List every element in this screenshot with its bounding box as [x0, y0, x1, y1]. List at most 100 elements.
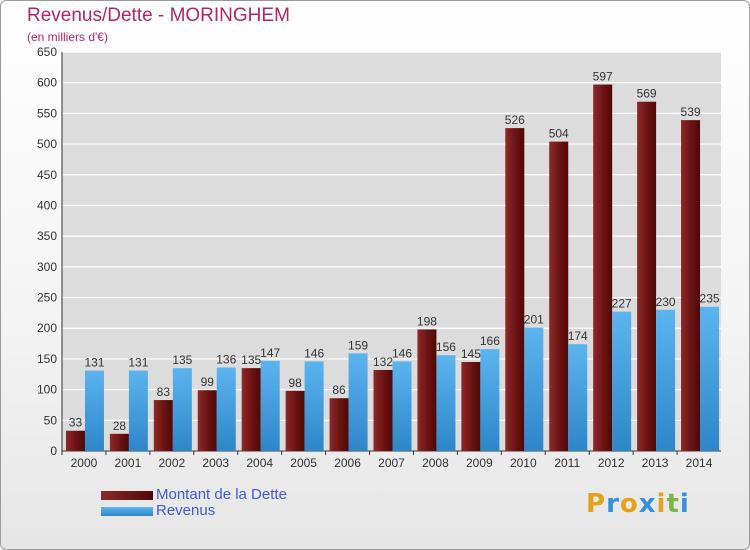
bar-debt	[373, 369, 393, 451]
brand-logo-letter: o	[619, 489, 639, 519]
data-label-revenue: 131	[128, 356, 148, 370]
legend-label-debt: Montant de la Dette	[156, 486, 287, 503]
y-tick-label: 350	[37, 229, 57, 243]
x-tick-label: 2009	[466, 456, 493, 470]
y-tick-label: 0	[50, 444, 57, 458]
brand-logo: Proxiti	[586, 489, 690, 519]
data-label-revenue: 156	[436, 340, 456, 354]
y-tick-label: 100	[37, 383, 57, 397]
x-tick-label: 2005	[290, 456, 317, 470]
y-tick-label: 400	[37, 198, 57, 212]
bar-revenue	[524, 327, 544, 451]
data-label-revenue: 235	[700, 292, 720, 306]
bar-debt	[329, 398, 349, 451]
data-label-debt: 145	[461, 347, 481, 361]
bar-revenue	[436, 355, 456, 451]
bar-debt	[153, 400, 173, 451]
x-tick-label: 2014	[686, 456, 713, 470]
bar-revenue	[612, 311, 632, 451]
data-label-revenue: 166	[480, 334, 500, 348]
x-tick-label: 2013	[642, 456, 669, 470]
data-label-revenue: 147	[260, 346, 280, 360]
data-label-revenue: 159	[348, 338, 368, 352]
bar-debt	[681, 120, 701, 451]
data-label-debt: 526	[505, 113, 525, 127]
data-label-revenue: 136	[216, 353, 236, 367]
chart-title: Revenus/Dette - MORINGHEM	[27, 5, 290, 26]
bar-revenue	[260, 360, 280, 451]
data-label-revenue: 146	[392, 346, 412, 360]
y-tick-label: 200	[37, 321, 57, 335]
bar-debt	[241, 368, 261, 451]
bar-revenue	[568, 344, 588, 451]
data-label-debt: 33	[69, 416, 83, 430]
bar-debt	[109, 433, 129, 451]
x-tick-label: 2011	[554, 456, 580, 470]
data-label-debt: 504	[549, 127, 569, 141]
y-tick-label: 300	[37, 260, 57, 274]
data-label-revenue: 227	[612, 297, 632, 311]
data-label-debt: 135	[241, 353, 261, 367]
x-tick-label: 2006	[334, 456, 361, 470]
data-label-revenue: 146	[304, 346, 324, 360]
bar-debt	[593, 84, 613, 451]
data-label-revenue: 230	[656, 295, 676, 309]
legend-swatch-revenue	[101, 507, 153, 516]
brand-logo-letter: t	[666, 489, 680, 519]
data-label-debt: 198	[417, 314, 437, 328]
data-label-debt: 86	[332, 383, 346, 397]
x-tick-label: 2002	[158, 456, 185, 470]
y-tick-label: 550	[37, 106, 57, 120]
y-tick-label: 500	[37, 137, 57, 151]
x-tick-label: 2001	[115, 456, 142, 470]
data-label-debt: 132	[373, 355, 393, 369]
data-label-debt: 83	[157, 385, 171, 399]
brand-logo-letter: x	[638, 489, 657, 519]
x-tick-label: 2000	[71, 456, 98, 470]
bar-debt	[197, 390, 217, 451]
data-label-revenue: 131	[84, 356, 104, 370]
brand-logo-letter: i	[656, 489, 667, 519]
x-tick-label: 2003	[202, 456, 229, 470]
bar-revenue	[348, 353, 368, 451]
bar-debt	[505, 128, 525, 451]
bar-debt	[285, 390, 305, 451]
y-tick-label: 250	[37, 291, 57, 305]
data-label-debt: 28	[113, 419, 127, 433]
x-tick-label: 2012	[598, 456, 625, 470]
chart-subtitle: (en milliers d'€)	[27, 30, 108, 44]
bar-revenue	[392, 361, 412, 451]
bar-revenue	[656, 309, 676, 451]
brand-logo-letter: i	[679, 489, 690, 519]
legend-swatch-debt	[101, 491, 153, 500]
bar-revenue	[172, 368, 192, 451]
data-label-debt: 597	[593, 70, 613, 84]
bar-revenue	[304, 361, 324, 451]
data-label-revenue: 201	[524, 313, 544, 327]
bar-revenue	[128, 370, 148, 451]
y-tick-label: 450	[37, 168, 57, 182]
data-label-debt: 99	[201, 375, 215, 389]
bar-revenue	[700, 306, 720, 451]
bar-revenue	[84, 370, 104, 451]
y-tick-label: 600	[37, 76, 57, 90]
legend-label-revenue: Revenus	[156, 502, 216, 519]
data-label-revenue: 174	[568, 329, 588, 343]
x-tick-label: 2010	[510, 456, 537, 470]
data-label-debt: 98	[288, 376, 302, 390]
x-tick-label: 2004	[246, 456, 273, 470]
data-label-revenue: 135	[172, 353, 192, 367]
data-label-debt: 569	[637, 87, 657, 101]
y-tick-label: 150	[37, 352, 57, 366]
data-label-debt: 539	[681, 105, 701, 119]
y-tick-label: 650	[37, 45, 57, 59]
brand-logo-letter: r	[606, 489, 620, 519]
brand-logo-letter: P	[586, 489, 607, 519]
bar-debt	[637, 101, 657, 452]
x-tick-label: 2008	[422, 456, 449, 470]
x-tick-label: 2007	[378, 456, 405, 470]
y-tick-label: 50	[44, 413, 58, 427]
bar-revenue	[480, 349, 500, 451]
